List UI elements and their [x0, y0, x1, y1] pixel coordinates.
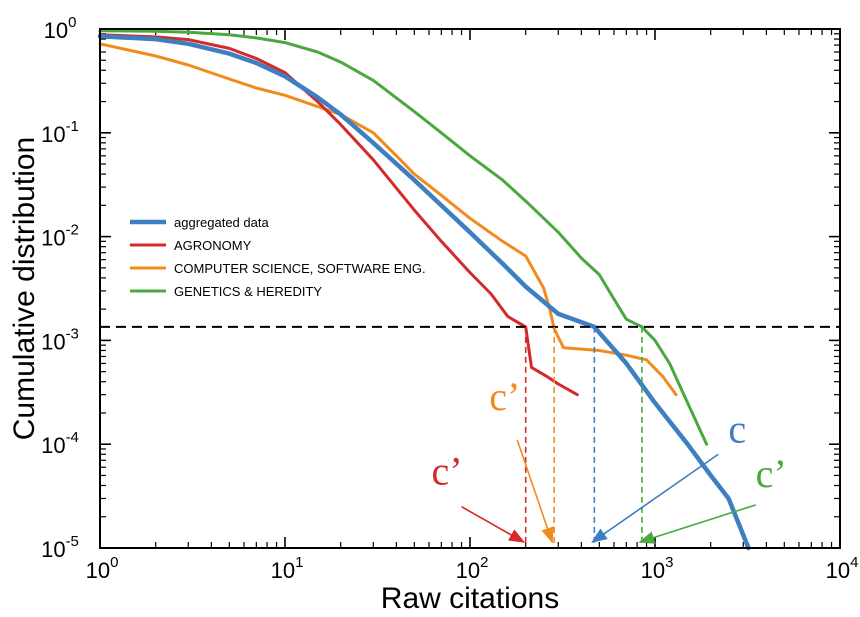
- plot-area-frame: [99, 28, 841, 549]
- legend-label: GENETICS & HEREDITY: [174, 284, 322, 299]
- x-axis-title: Raw citations: [381, 582, 559, 615]
- annotation-label: c’: [432, 449, 463, 494]
- x-tick-label: 101: [271, 554, 304, 583]
- y-tick-label: 10-5: [41, 533, 79, 562]
- x-tick-label: 102: [456, 554, 489, 583]
- series-line-genetics-heredity: [98, 29, 709, 446]
- annotation-label: c’: [489, 374, 520, 419]
- annotations: c’c’cc’: [432, 374, 787, 544]
- series-line-agronomy: [98, 33, 579, 397]
- tick-labels: 100 101 102 103 104 10-5 10-4 10-3 10-2 10-1 100: [41, 14, 858, 583]
- annotation-label: c: [728, 406, 746, 451]
- legend-label: aggregated data: [174, 215, 269, 230]
- y-tick-label: 10-1: [41, 118, 79, 147]
- y-axis-title: Cumulative distribution: [8, 137, 41, 440]
- annotation-arrow: [638, 504, 756, 544]
- annotation-arrow: [461, 505, 526, 543]
- legend: aggregated data AGRONOMY COMPUTER SCIENCE,…: [130, 215, 426, 299]
- x-tick-label: 100: [86, 554, 119, 583]
- series-line-aggregated-data: [97, 34, 751, 551]
- series-line-computer-science-software-eng: [98, 42, 678, 397]
- x-tick-label: 103: [641, 554, 674, 583]
- annotation-arrow: [516, 439, 554, 544]
- series-lines: [97, 29, 751, 551]
- x-tick-label: 104: [826, 554, 859, 583]
- guide-lines: [100, 325, 840, 548]
- y-tick-label: 10-4: [41, 429, 79, 458]
- annotation-label: c’: [756, 451, 787, 496]
- legend-label: COMPUTER SCIENCE, SOFTWARE ENG.: [174, 261, 426, 276]
- y-tick-label: 10-3: [41, 325, 79, 354]
- y-tick-label: 10-2: [41, 222, 79, 251]
- y-tick-label: 100: [44, 14, 77, 43]
- legend-label: AGRONOMY: [174, 238, 252, 253]
- annotation-arrow: [591, 453, 719, 543]
